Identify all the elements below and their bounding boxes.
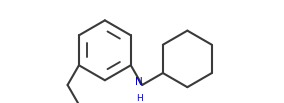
Text: H: H — [136, 94, 143, 103]
Text: N: N — [135, 77, 143, 87]
